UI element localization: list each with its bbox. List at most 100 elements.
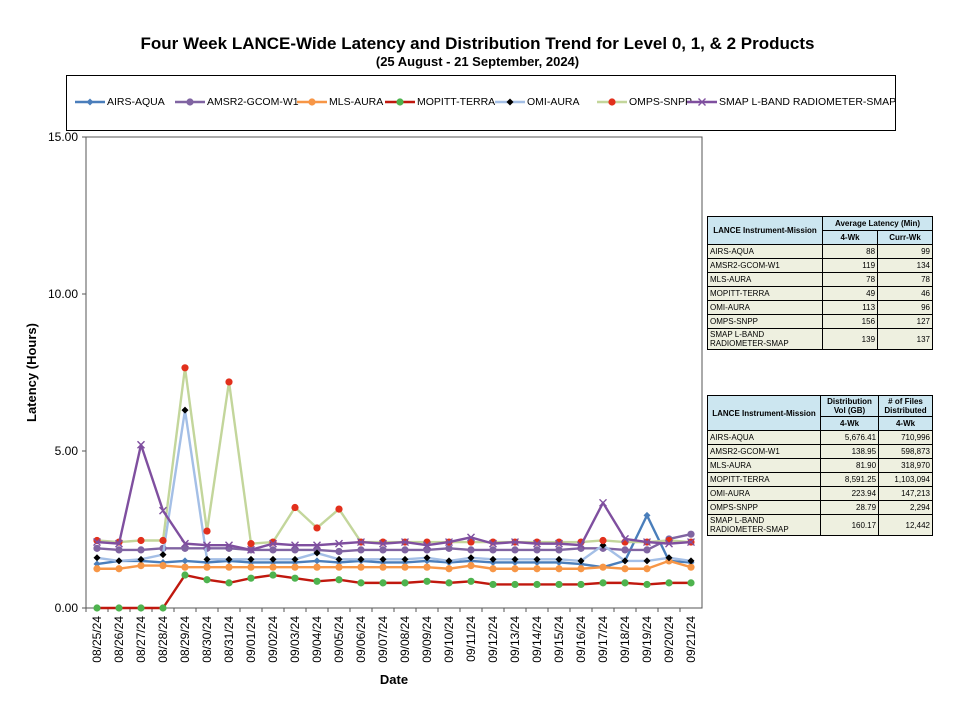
data-point: [335, 563, 343, 571]
data-point: [511, 555, 519, 563]
data-point: [467, 562, 475, 570]
series-mopitt-terra: [93, 571, 695, 612]
row-4wk: 88: [822, 244, 879, 259]
legend-label: OMPS-SNPP: [629, 96, 693, 108]
series-line: [96, 408, 692, 563]
dist-sub-4wk-files: 4-Wk: [878, 416, 933, 431]
x-tick-label: 09/21/24: [684, 616, 698, 663]
data-point: [423, 563, 431, 571]
x-tick-label: 09/14/24: [530, 616, 544, 663]
latency-row: OMI-AURA 113 96: [706, 300, 933, 315]
data-point: [357, 538, 365, 547]
latency-sub-curr: Curr-Wk: [877, 230, 933, 245]
data-point: [687, 563, 695, 571]
row-instrument: MOPITT-TERRA: [707, 472, 821, 487]
series-mls-aura: [93, 557, 695, 573]
x-tick-label: 08/29/24: [178, 616, 192, 663]
legend-swatch: [297, 98, 327, 106]
data-point: [643, 511, 651, 519]
x-tick-label: 09/03/24: [288, 616, 302, 663]
y-tick-label: 10.00: [48, 287, 78, 301]
data-point: [269, 539, 277, 548]
legend-swatch: [385, 98, 415, 106]
x-tick-label: 09/16/24: [574, 616, 588, 663]
data-point: [225, 541, 233, 550]
data-point: [115, 604, 123, 612]
distribution-row: AIRS-AQUA 5,676.41 710,996: [707, 430, 933, 445]
data-point: [93, 544, 101, 552]
x-tick-label: 09/09/24: [420, 616, 434, 663]
row-4wk: 49: [822, 286, 879, 301]
data-point: [115, 557, 123, 565]
legend-marker: [608, 98, 616, 106]
data-point: [621, 557, 629, 565]
data-point: [247, 563, 255, 571]
data-point: [599, 563, 607, 571]
latency-sub-4wk: 4-Wk: [822, 230, 879, 245]
data-point: [401, 546, 409, 554]
series-line: [96, 514, 692, 569]
series-amsr2-gcom-w1: [93, 530, 695, 556]
dist-col-vol-header: Distribution Vol (GB): [819, 395, 880, 417]
chart-title: Four Week LANCE-Wide Latency and Distrib…: [140, 34, 815, 53]
data-point: [687, 557, 695, 565]
x-tick-label: 08/27/24: [134, 616, 148, 663]
data-point: [93, 554, 101, 562]
data-point: [247, 574, 255, 582]
row-instrument: SMAP L-BAND RADIOMETER-SMAP: [706, 328, 824, 350]
row-4wk: 113: [822, 300, 879, 315]
data-point: [203, 555, 211, 563]
data-point: [445, 579, 453, 587]
data-point: [159, 536, 167, 545]
series-line: [96, 533, 692, 553]
x-tick-label: 09/20/24: [662, 616, 676, 663]
row-instrument: AMSR2-GCOM-W1: [707, 444, 821, 459]
data-point: [577, 541, 585, 550]
data-point: [357, 555, 365, 563]
data-point: [577, 557, 585, 565]
latency-col-instrument-header: LANCE Instrument-Mission: [706, 216, 824, 245]
legend-swatch: [495, 98, 525, 106]
data-point: [291, 541, 299, 550]
data-point: [247, 555, 255, 563]
x-tick-label: 08/28/24: [156, 616, 170, 663]
data-point: [137, 546, 145, 554]
data-point: [335, 576, 343, 584]
data-point: [379, 555, 387, 563]
data-point: [159, 551, 167, 559]
data-point: [555, 555, 563, 563]
data-point: [93, 538, 101, 547]
legend-swatch: [687, 98, 717, 106]
data-point: [599, 498, 607, 507]
data-point: [577, 565, 585, 573]
latency-row: MOPITT-TERRA 49 46: [706, 286, 933, 301]
row-instrument: OMI-AURA: [706, 300, 824, 315]
data-point: [643, 565, 651, 573]
x-tick-label: 08/25/24: [90, 616, 104, 663]
data-point: [643, 580, 651, 589]
data-point: [555, 546, 563, 554]
data-point: [401, 538, 409, 547]
row-curr: 134: [877, 258, 933, 273]
data-point: [335, 505, 343, 513]
legend-marker: [698, 98, 706, 106]
data-point: [489, 580, 497, 589]
data-point: [181, 544, 189, 552]
row-vol: 160.17: [819, 514, 880, 536]
legend-label: MLS-AURA: [329, 96, 384, 108]
row-files: 12,442: [878, 514, 933, 536]
row-curr: 96: [877, 300, 933, 315]
chart-subtitle: (25 August - 21 September, 2024): [375, 54, 580, 69]
data-point: [621, 565, 629, 573]
data-point: [291, 503, 299, 512]
data-point: [203, 576, 211, 584]
data-point: [577, 580, 585, 589]
data-point: [203, 527, 211, 535]
data-point: [313, 563, 321, 571]
x-tick-label: 08/30/24: [200, 616, 214, 663]
data-point: [335, 547, 343, 556]
x-tick-label: 09/04/24: [310, 616, 324, 663]
dist-col-files-header: # of Files Distributed: [878, 395, 933, 417]
data-point: [93, 604, 101, 612]
data-point: [511, 580, 519, 589]
